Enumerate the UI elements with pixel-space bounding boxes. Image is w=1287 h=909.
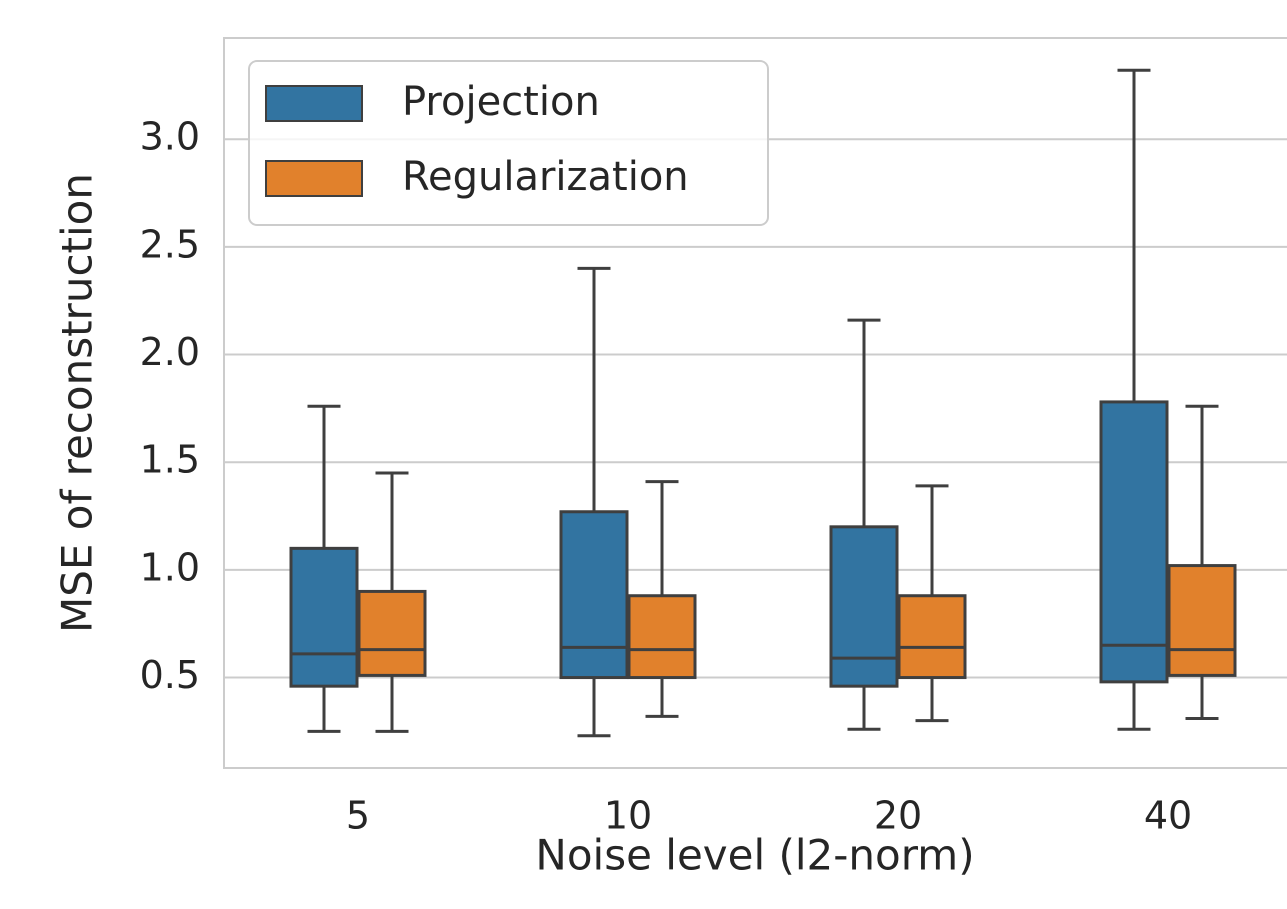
- legend-frame: [248, 60, 769, 226]
- x-tick-label: 10: [604, 794, 652, 838]
- x-axis-label: Noise level (l2-norm): [535, 831, 974, 880]
- y-axis-label: MSE of reconstruction: [53, 173, 102, 633]
- box: [289, 546, 359, 688]
- legend-swatch: [265, 160, 363, 197]
- x-tick-label: 5: [346, 794, 370, 838]
- box: [357, 589, 427, 677]
- y-tick-label: 1.0: [140, 545, 200, 589]
- legend-label: Projection: [402, 79, 600, 125]
- box: [1167, 564, 1237, 677]
- y-tick-label: 3.0: [140, 115, 200, 159]
- x-tick-label: 20: [874, 794, 922, 838]
- box: [1099, 400, 1169, 684]
- box: [627, 594, 697, 680]
- boxes: [289, 68, 1237, 738]
- box: [559, 510, 629, 680]
- legend-label: Regularization: [402, 154, 689, 200]
- y-tick-label: 2.5: [140, 222, 200, 266]
- x-tick-label: 40: [1144, 794, 1192, 838]
- legend-swatch: [265, 85, 363, 122]
- y-tick-label: 2.0: [140, 330, 200, 374]
- box: [897, 594, 967, 680]
- y-tick-label: 1.5: [140, 438, 200, 482]
- box: [829, 525, 899, 688]
- y-tick-label: 0.5: [140, 653, 200, 697]
